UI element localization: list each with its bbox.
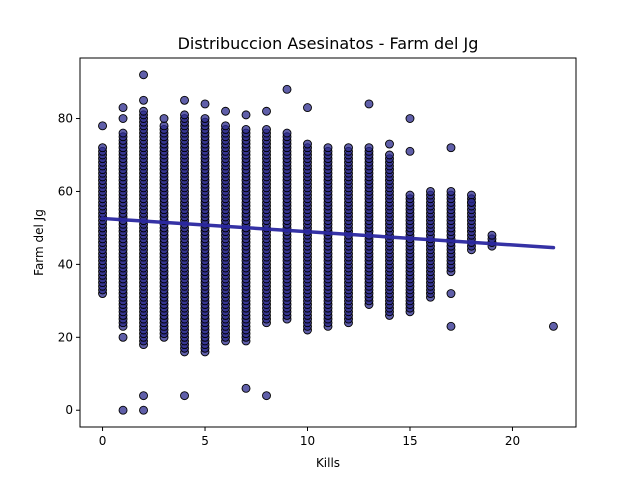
plot-area-frame xyxy=(79,57,577,428)
data-point xyxy=(446,321,456,331)
y-tick-label: 20 xyxy=(58,330,73,344)
data-point xyxy=(118,103,128,113)
data-point xyxy=(405,146,415,156)
data-point xyxy=(262,391,271,401)
data-point xyxy=(262,125,271,134)
chart-title: Distribuccion Asesinatos - Farm del Jg xyxy=(178,34,479,53)
data-point xyxy=(446,289,456,298)
x-tick-label: 0 xyxy=(99,434,107,448)
data-point xyxy=(344,143,353,153)
x-tick-label: 15 xyxy=(402,434,417,448)
data-point xyxy=(446,186,456,196)
trend-line xyxy=(100,216,556,250)
data-point xyxy=(241,125,251,134)
y-axis-label: Farm del Jg xyxy=(32,209,46,276)
data-point xyxy=(467,190,476,200)
data-point xyxy=(426,186,435,196)
data-point xyxy=(118,405,128,415)
data-point xyxy=(323,143,333,153)
data-point xyxy=(241,110,251,120)
y-tick-label: 0 xyxy=(65,403,73,417)
data-point xyxy=(282,84,292,94)
y-tick-label: 40 xyxy=(58,257,73,271)
data-point xyxy=(118,332,128,342)
data-point xyxy=(159,121,169,131)
data-point xyxy=(118,128,128,138)
data-point xyxy=(180,95,189,105)
data-point xyxy=(98,143,108,153)
data-point xyxy=(139,70,148,80)
data-point xyxy=(405,190,415,200)
y-tick-label: 60 xyxy=(58,184,73,198)
data-point xyxy=(180,110,189,120)
data-point xyxy=(139,106,148,116)
data-point xyxy=(487,230,497,240)
data-point xyxy=(303,103,312,113)
x-axis-label: Kills xyxy=(316,456,340,470)
trend-line-group xyxy=(100,216,556,250)
data-point xyxy=(364,99,374,109)
data-point xyxy=(159,114,169,123)
data-point xyxy=(303,139,312,149)
data-point xyxy=(180,391,189,401)
x-tick-label: 20 xyxy=(505,434,520,448)
data-point xyxy=(139,405,148,415)
x-tick-label: 10 xyxy=(300,434,315,448)
data-point xyxy=(364,143,374,153)
data-point xyxy=(262,106,271,116)
data-point xyxy=(385,139,394,149)
data-point xyxy=(549,321,558,331)
data-point xyxy=(118,114,128,123)
x-tick-label: 5 xyxy=(201,434,209,448)
data-point xyxy=(139,391,148,401)
data-point xyxy=(241,383,251,393)
data-point xyxy=(467,197,476,207)
data-point xyxy=(405,114,415,123)
x-axis-ticks: 0 5 10 15 20 xyxy=(99,427,520,448)
y-axis-ticks: 0 20 40 60 80 xyxy=(58,112,80,417)
data-point xyxy=(446,143,456,153)
data-point xyxy=(200,99,210,109)
data-point xyxy=(221,106,230,116)
data-point xyxy=(385,150,394,160)
data-point xyxy=(139,95,148,105)
data-point xyxy=(282,128,292,138)
y-tick-label: 80 xyxy=(58,112,73,126)
data-point xyxy=(200,114,210,123)
data-point xyxy=(221,121,230,131)
scatter-points xyxy=(98,70,558,415)
data-point xyxy=(98,121,108,131)
